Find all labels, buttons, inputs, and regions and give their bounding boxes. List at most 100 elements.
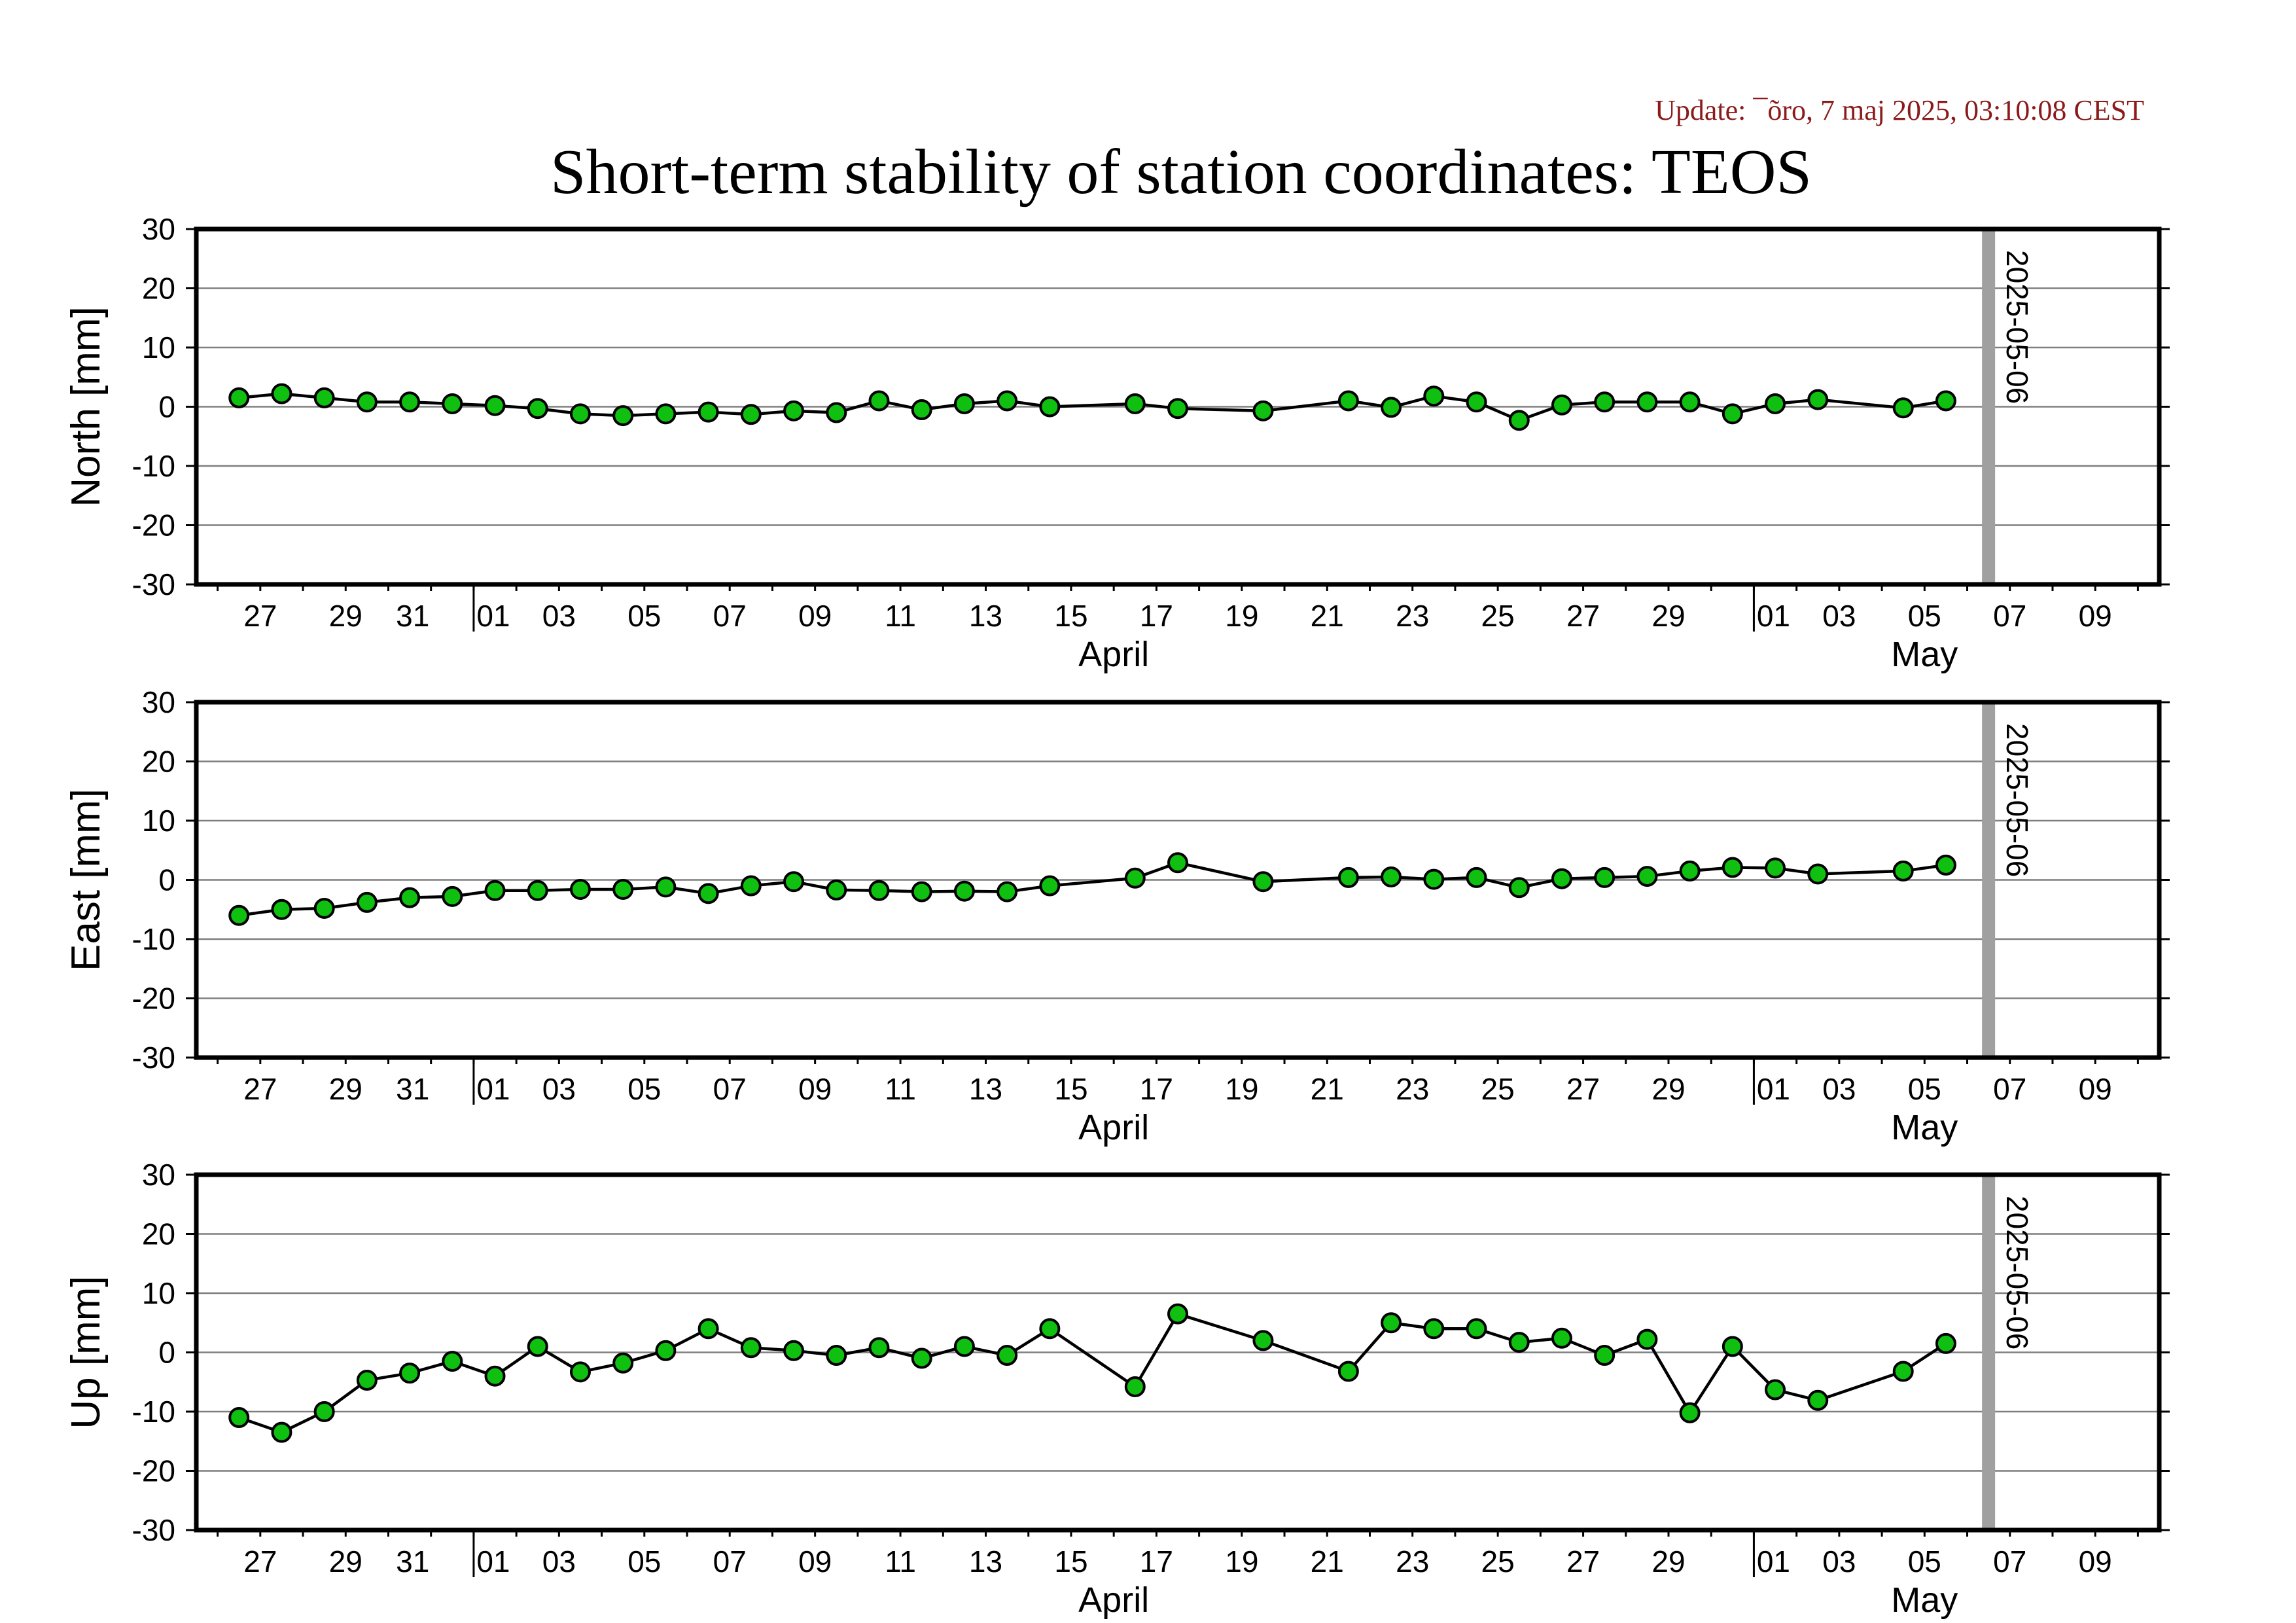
y-axis-title: East [mm] bbox=[63, 789, 109, 971]
x-tick-label: 31 bbox=[396, 1544, 429, 1578]
x-tick-label: 09 bbox=[2079, 599, 2112, 633]
x-tick-label: 05 bbox=[1908, 1544, 1941, 1578]
data-point bbox=[997, 1345, 1018, 1366]
data-point bbox=[1594, 866, 1616, 888]
x-tick-label: 23 bbox=[1396, 1072, 1429, 1106]
x-tick-label: 31 bbox=[396, 1072, 429, 1106]
x-tick-label: 03 bbox=[1822, 1072, 1856, 1106]
data-point bbox=[826, 879, 847, 901]
x-tick-label: 25 bbox=[1481, 1544, 1515, 1578]
data-point bbox=[1935, 390, 1956, 412]
data-point bbox=[356, 1370, 378, 1391]
data-point bbox=[1423, 1318, 1445, 1340]
data-point bbox=[1466, 866, 1487, 888]
month-label: April bbox=[1078, 1108, 1149, 1147]
y-tick-label: 0 bbox=[158, 1336, 175, 1370]
x-tick-label: 19 bbox=[1225, 599, 1258, 633]
x-tick-label: 23 bbox=[1396, 599, 1429, 633]
x-tick-label: 01 bbox=[476, 1544, 510, 1578]
data-point bbox=[911, 881, 932, 902]
data-point bbox=[698, 401, 719, 423]
data-point bbox=[1039, 1318, 1061, 1340]
y-tick-label: 20 bbox=[142, 745, 175, 779]
x-tick-label: 05 bbox=[627, 1544, 661, 1578]
data-point bbox=[1381, 397, 1402, 418]
data-point bbox=[1039, 396, 1061, 418]
data-point bbox=[228, 904, 250, 926]
x-tick-label: 09 bbox=[798, 599, 832, 633]
data-point bbox=[1679, 860, 1701, 882]
data-point bbox=[1381, 1312, 1402, 1334]
data-point bbox=[1124, 867, 1146, 889]
data-point bbox=[1508, 410, 1530, 431]
x-tick-label: 13 bbox=[969, 1072, 1002, 1106]
data-point bbox=[911, 1347, 932, 1369]
x-tick-label: 27 bbox=[243, 1544, 277, 1578]
y-tick-label: 10 bbox=[142, 804, 175, 838]
data-point bbox=[740, 404, 762, 425]
data-point bbox=[997, 881, 1018, 902]
x-tick-label: 29 bbox=[1651, 599, 1685, 633]
x-tick-label: 27 bbox=[1566, 1072, 1600, 1106]
data-point bbox=[1508, 1332, 1530, 1353]
date-marker-label: 2025-05-06 bbox=[2000, 1196, 2034, 1349]
x-tick-label: 07 bbox=[713, 1072, 747, 1106]
data-point bbox=[1594, 1345, 1616, 1366]
data-point bbox=[1508, 877, 1530, 899]
y-tick-label: -30 bbox=[132, 1041, 175, 1075]
y-tick-label: 0 bbox=[158, 390, 175, 424]
data-point bbox=[1765, 1379, 1786, 1400]
plot-frame bbox=[194, 700, 2162, 1060]
data-point bbox=[740, 875, 762, 897]
data-point bbox=[1892, 860, 1914, 882]
data-point bbox=[868, 880, 890, 901]
x-tick-label: 17 bbox=[1140, 1072, 1173, 1106]
data-point bbox=[953, 880, 975, 902]
x-tick-label: 15 bbox=[1054, 599, 1087, 633]
y-tick-label: 0 bbox=[158, 863, 175, 897]
data-point bbox=[313, 897, 335, 919]
x-tick-label: 03 bbox=[542, 1072, 576, 1106]
data-point bbox=[484, 1365, 506, 1387]
data-point bbox=[1935, 1332, 1956, 1354]
data-point bbox=[399, 887, 421, 908]
data-point bbox=[953, 393, 975, 414]
data-point bbox=[698, 883, 719, 904]
x-tick-label: 07 bbox=[713, 599, 747, 633]
east-panel: 30 20 10 0 -10 -20 -30 27 29 31 01 03 05 07 09 11 13 15 17… bbox=[63, 685, 2170, 1147]
month-label: April bbox=[1078, 635, 1149, 674]
data-point bbox=[868, 1337, 890, 1359]
data-point bbox=[655, 1340, 677, 1361]
x-tick-label: 01 bbox=[1757, 1544, 1790, 1578]
data-point bbox=[1337, 1361, 1359, 1382]
x-tick-label: 11 bbox=[885, 1544, 916, 1578]
data-point bbox=[698, 1318, 719, 1340]
data-point bbox=[1551, 1327, 1572, 1349]
data-point bbox=[271, 383, 292, 404]
data-point bbox=[1636, 866, 1658, 887]
data-point bbox=[313, 1401, 335, 1422]
x-tick-label: 01 bbox=[476, 1072, 510, 1106]
data-point bbox=[1892, 397, 1914, 419]
data-point bbox=[1039, 875, 1061, 897]
data-point bbox=[1167, 1303, 1188, 1325]
x-tick-label: 05 bbox=[627, 599, 661, 633]
y-tick-label: 10 bbox=[142, 330, 175, 365]
data-point bbox=[228, 387, 250, 408]
data-point bbox=[997, 390, 1018, 412]
data-point bbox=[612, 1352, 634, 1374]
x-tick-label: 27 bbox=[243, 1072, 277, 1106]
data-point bbox=[484, 880, 506, 901]
data-point bbox=[356, 891, 378, 913]
y-tick-label: -10 bbox=[132, 1395, 175, 1429]
data-point bbox=[826, 1345, 847, 1366]
x-tick-label: 31 bbox=[396, 599, 429, 633]
up-panel: 30 20 10 0 -10 -20 -30 27 29 31 01 03 05 07 09 11 13 15 17… bbox=[63, 1158, 2170, 1620]
data-point bbox=[1636, 391, 1658, 413]
data-point bbox=[1636, 1329, 1658, 1350]
x-tick-label: 11 bbox=[885, 1072, 916, 1106]
x-tick-label: 01 bbox=[476, 599, 510, 633]
data-point bbox=[1252, 1330, 1274, 1351]
data-point bbox=[1337, 866, 1359, 888]
x-tick-label: 15 bbox=[1054, 1072, 1087, 1106]
